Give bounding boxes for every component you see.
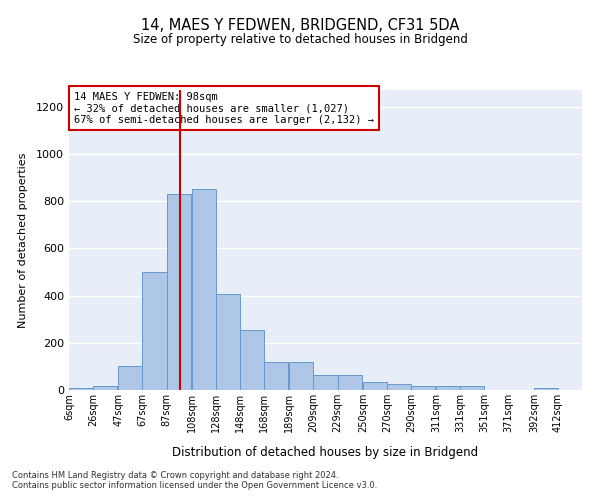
Bar bbox=[142, 272, 167, 390]
Bar bbox=[264, 362, 288, 390]
Bar bbox=[411, 386, 435, 390]
Bar bbox=[240, 330, 264, 390]
Bar bbox=[363, 382, 387, 390]
Bar bbox=[167, 194, 191, 390]
Text: 14, MAES Y FEDWEN, BRIDGEND, CF31 5DA: 14, MAES Y FEDWEN, BRIDGEND, CF31 5DA bbox=[141, 18, 459, 32]
X-axis label: Distribution of detached houses by size in Bridgend: Distribution of detached houses by size … bbox=[172, 446, 479, 459]
Bar bbox=[387, 384, 411, 390]
Y-axis label: Number of detached properties: Number of detached properties bbox=[17, 152, 28, 328]
Bar bbox=[69, 388, 93, 390]
Text: Size of property relative to detached houses in Bridgend: Size of property relative to detached ho… bbox=[133, 32, 467, 46]
Bar bbox=[436, 386, 460, 390]
Bar bbox=[460, 386, 484, 390]
Bar bbox=[118, 366, 142, 390]
Bar bbox=[534, 388, 558, 390]
Bar bbox=[93, 386, 117, 390]
Bar bbox=[313, 374, 338, 390]
Bar bbox=[192, 189, 216, 390]
Text: Contains HM Land Registry data © Crown copyright and database right 2024.
Contai: Contains HM Land Registry data © Crown c… bbox=[12, 470, 377, 490]
Text: 14 MAES Y FEDWEN: 98sqm
← 32% of detached houses are smaller (1,027)
67% of semi: 14 MAES Y FEDWEN: 98sqm ← 32% of detache… bbox=[74, 92, 374, 124]
Bar bbox=[216, 294, 240, 390]
Bar bbox=[289, 362, 313, 390]
Bar bbox=[338, 374, 362, 390]
